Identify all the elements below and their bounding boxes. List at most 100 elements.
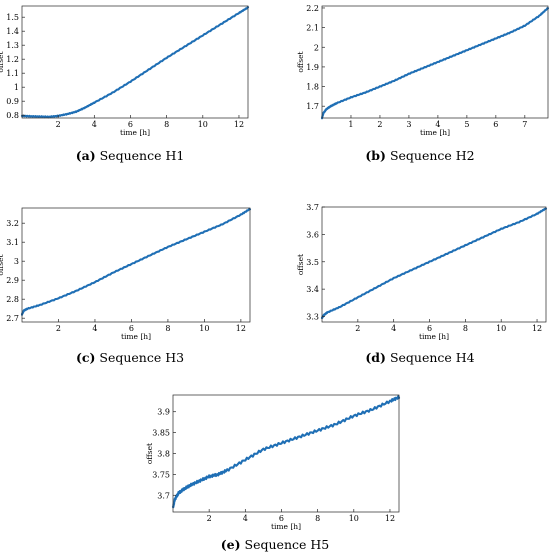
x-tick-label-d: 12 — [532, 324, 542, 333]
y-tick-label-a: 1.1 — [6, 69, 19, 78]
x-tick-label-b: 4 — [435, 120, 440, 129]
y-tick-label-d: 3.4 — [306, 285, 319, 294]
caption-tag-c: (c) — [75, 350, 96, 365]
y-tick-label-a: 1.5 — [6, 13, 19, 22]
x-tick-label-c: 2 — [56, 324, 61, 333]
caption-text-e: Sequence H5 — [244, 537, 330, 552]
y-tick-label-d: 3.3 — [306, 313, 319, 322]
y-tick-label-a: 0.8 — [6, 111, 19, 120]
y-tick-label-e: 3.8 — [157, 450, 170, 459]
x-tick-label-b: 6 — [493, 120, 498, 129]
x-tick-label-b: 1 — [348, 120, 353, 129]
y-axis-label-b: offset — [296, 51, 305, 72]
y-axis-label-e: offset — [145, 443, 154, 464]
x-axis-label-e: time [h] — [271, 522, 301, 531]
y-tick-label-e: 3.75 — [152, 470, 170, 479]
chart-panel-e: 2 4 6 8 10 12 3.7 3.75 3.8 3.85 3.9 time [h] offset … — [135, 390, 415, 559]
y-tick-label-a: 1.4 — [6, 27, 19, 36]
chart-b: 1 2 3 4 5 6 7 1.7 1.8 1.9 2 2.1 2.2 time [h] offset — [296, 4, 550, 137]
caption-tag-d: (d) — [365, 350, 386, 365]
x-tick-label-e: 10 — [349, 514, 359, 523]
y-tick-label-e: 3.7 — [157, 491, 170, 500]
x-tick-label-e: 2 — [207, 514, 212, 523]
x-tick-label-a: 12 — [234, 120, 244, 129]
y-axis-label-c: offset — [0, 254, 5, 275]
x-axis-label-c: time [h] — [121, 332, 151, 341]
plot-frame-c — [21, 207, 251, 323]
y-tick-label-a: 0.9 — [6, 97, 19, 106]
caption-a: (a) Sequence H1 — [0, 148, 260, 163]
y-axis-label-d: offset — [296, 254, 305, 275]
x-tick-label-c: 12 — [236, 324, 246, 333]
x-tick-label-b: 5 — [464, 120, 469, 129]
x-tick-label-a: 2 — [56, 120, 61, 129]
caption-text-a: Sequence H1 — [99, 148, 185, 163]
y-tick-label-c: 2.7 — [6, 314, 19, 323]
plot-frame-d — [321, 206, 547, 323]
series-line-d-0 — [320, 207, 548, 319]
y-tick-label-b: 2 — [314, 43, 319, 52]
chart-d: 2 4 6 8 10 12 3.3 3.4 3.5 3.6 3.7 time [h] offset — [296, 203, 548, 341]
caption-text-c: Sequence H3 — [99, 350, 185, 365]
x-tick-label-c: 10 — [199, 324, 209, 333]
x-axis-label-b: time [h] — [420, 128, 450, 137]
series-line-c-0 — [20, 208, 252, 316]
x-tick-label-d: 2 — [355, 324, 360, 333]
plot-frame-b — [321, 5, 549, 119]
x-tick-label-b: 2 — [377, 120, 382, 129]
chart-a: 2 4 6 8 10 12 0.8 0.9 1 1.1 1.2 1.3 1.4 1.5 time [h] of… — [0, 5, 250, 137]
chart-panel-d: 2 4 6 8 10 12 3.3 3.4 3.5 3.6 3.7 time [h] offset (d… — [290, 200, 550, 375]
chart-panel-b: 1 2 3 4 5 6 7 1.7 1.8 1.9 2 2.1 2.2 time [h] offset (b… — [290, 0, 550, 175]
x-tick-label-c: 6 — [129, 324, 134, 333]
y-tick-label-e: 3.85 — [152, 429, 170, 438]
x-tick-label-a: 8 — [164, 120, 169, 129]
y-tick-label-d: 3.7 — [306, 203, 319, 212]
y-tick-label-c: 2.8 — [6, 295, 19, 304]
caption-tag-a: (a) — [75, 148, 96, 163]
y-tick-label-b: 1.7 — [306, 102, 319, 111]
caption-text-d: Sequence H4 — [389, 350, 475, 365]
chart-e: 2 4 6 8 10 12 3.7 3.75 3.8 3.85 3.9 time [h] offset — [145, 394, 401, 531]
y-tick-label-b: 1.8 — [306, 83, 319, 92]
series-line-a-0 — [20, 6, 250, 119]
x-axis-label-a: time [h] — [120, 128, 150, 137]
y-tick-label-b: 1.9 — [306, 63, 319, 72]
x-tick-label-b: 3 — [406, 120, 411, 129]
x-tick-label-a: 10 — [198, 120, 208, 129]
x-tick-label-e: 4 — [243, 514, 248, 523]
y-axis-label-a: offset — [0, 51, 5, 72]
x-tick-label-c: 8 — [165, 324, 170, 333]
x-tick-label-a: 4 — [92, 120, 97, 129]
x-tick-label-e: 8 — [315, 514, 320, 523]
x-tick-label-d: 4 — [391, 324, 396, 333]
caption-text-b: Sequence H2 — [389, 148, 475, 163]
y-tick-label-d: 3.6 — [306, 230, 319, 239]
y-tick-label-e: 3.9 — [157, 408, 170, 417]
y-tick-label-c: 3.1 — [6, 238, 19, 247]
y-tick-label-b: 2.2 — [306, 4, 319, 13]
caption-c: (c) Sequence H3 — [0, 350, 260, 365]
y-tick-label-b: 2.1 — [306, 24, 319, 33]
x-tick-label-b: 7 — [522, 120, 527, 129]
x-tick-label-c: 4 — [92, 324, 97, 333]
chart-c: 2 4 6 8 10 12 2.7 2.8 2.9 3 3.1 3.2 time [h] offset — [0, 207, 252, 341]
y-tick-label-a: 1 — [14, 83, 19, 92]
x-axis-label-d: time [h] — [419, 332, 449, 341]
x-tick-label-d: 10 — [496, 324, 506, 333]
caption-e: (e) Sequence H5 — [135, 537, 415, 552]
plot-frame-a — [21, 5, 249, 119]
caption-tag-e: (e) — [220, 537, 241, 552]
y-tick-label-a: 1.2 — [6, 55, 19, 64]
series-line-e-0 — [171, 395, 401, 509]
x-tick-label-d: 8 — [463, 324, 468, 333]
x-tick-label-d: 6 — [427, 324, 432, 333]
y-tick-label-d: 3.5 — [306, 258, 319, 267]
chart-panel-c: 2 4 6 8 10 12 2.7 2.8 2.9 3 3.1 3.2 time [h] offset (… — [0, 200, 260, 375]
y-tick-label-a: 1.3 — [6, 41, 19, 50]
x-tick-label-a: 6 — [128, 120, 133, 129]
caption-b: (b) Sequence H2 — [290, 148, 550, 163]
caption-tag-b: (b) — [365, 148, 386, 163]
series-line-b-0 — [320, 7, 550, 120]
y-tick-label-c: 2.9 — [6, 276, 19, 285]
y-tick-label-c: 3 — [14, 257, 19, 266]
